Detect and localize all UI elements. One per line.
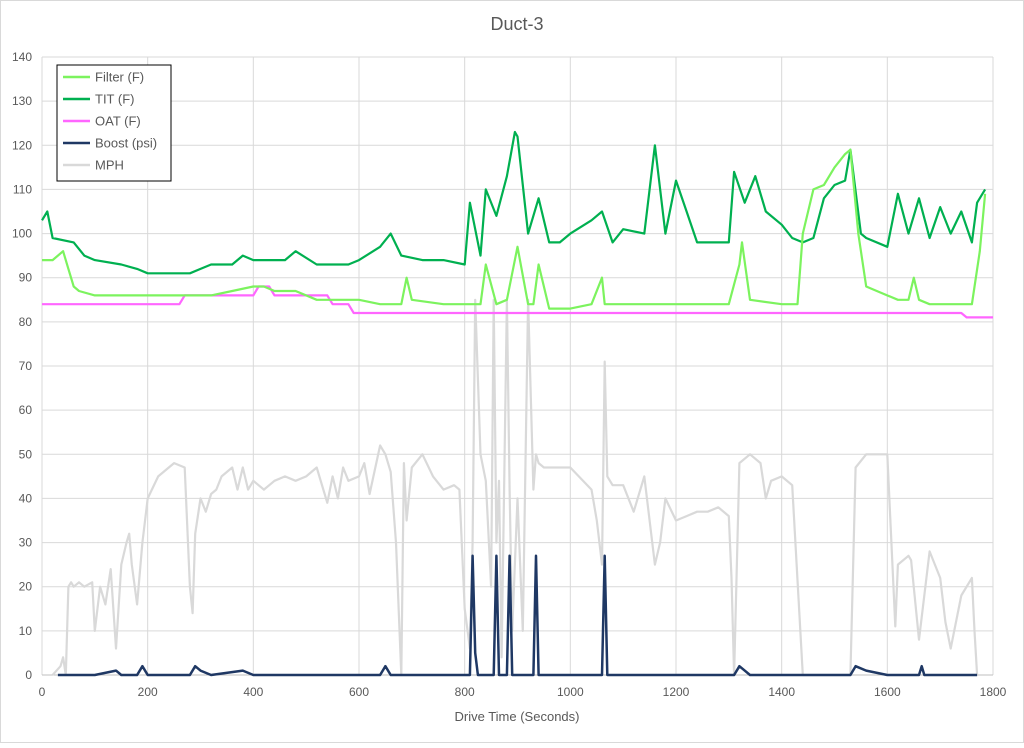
legend-label: TIT (F) [95, 92, 134, 107]
x-tick-label: 1600 [874, 685, 901, 699]
legend-label: Filter (F) [95, 70, 144, 85]
x-tick-label: 1800 [980, 685, 1007, 699]
y-tick-label: 0 [25, 668, 32, 682]
y-tick-label: 20 [19, 580, 33, 594]
y-tick-label: 30 [19, 536, 33, 550]
x-tick-label: 1000 [557, 685, 584, 699]
y-tick-label: 140 [12, 50, 32, 64]
legend: Filter (F) TIT (F) OAT (F) Boost (psi) MPH [56, 64, 172, 182]
y-tick-label: 120 [12, 138, 32, 152]
legend-label: OAT (F) [95, 114, 141, 129]
legend-box [56, 64, 172, 182]
y-tick-label: 60 [19, 403, 33, 417]
y-tick-label: 10 [19, 624, 33, 638]
y-tick-label: 40 [19, 491, 33, 505]
x-tick-label: 400 [243, 685, 263, 699]
y-tick-label: 130 [12, 94, 32, 108]
x-tick-label: 800 [455, 685, 475, 699]
y-tick-label: 100 [12, 227, 32, 241]
x-axis-title: Drive Time (Seconds) [455, 709, 580, 724]
x-tick-label: 0 [39, 685, 46, 699]
x-tick-label: 200 [138, 685, 158, 699]
x-tick-label: 1400 [768, 685, 795, 699]
y-tick-label: 110 [13, 182, 32, 196]
y-tick-label: 80 [19, 315, 33, 329]
series-layer [41, 130, 993, 677]
chart-title: Duct-3 [490, 14, 543, 34]
x-tick-label: 600 [349, 685, 369, 699]
y-tick-label: 70 [19, 359, 33, 373]
y-tick-label: 50 [19, 447, 33, 461]
series-line-boost-psi [57, 554, 978, 677]
series-line-tit-f [41, 130, 987, 275]
legend-label: MPH [95, 158, 124, 173]
y-tick-label: 90 [19, 271, 33, 285]
x-tick-label: 1200 [663, 685, 690, 699]
legend-label: Boost (psi) [95, 136, 157, 151]
series-line-filter-f [42, 148, 987, 310]
